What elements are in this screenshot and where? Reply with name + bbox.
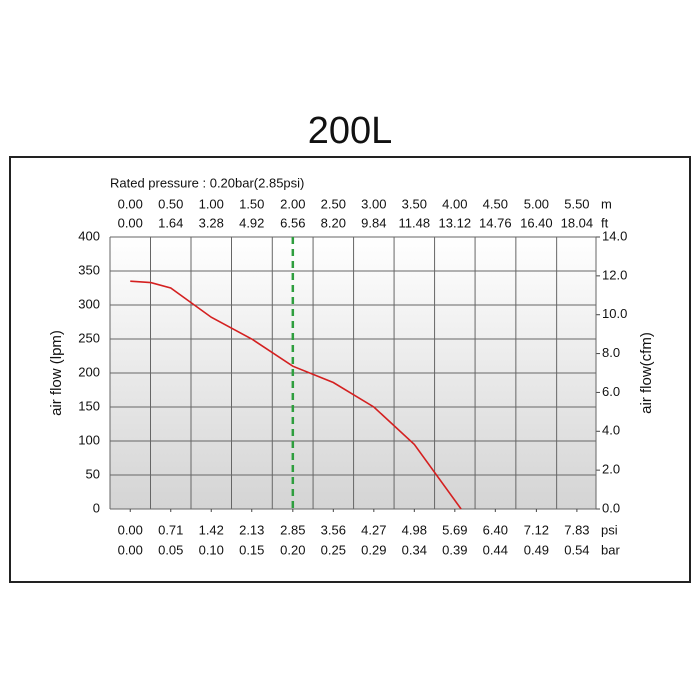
y-tick-label: 350 <box>78 262 100 277</box>
top-axis-label: 13.12 <box>439 215 472 230</box>
top-axis-label: 6.56 <box>280 215 305 230</box>
top-axis-label: 14.76 <box>479 215 512 230</box>
bottom-axis-label: 0.05 <box>158 542 183 557</box>
x-tick-label: 2.13 <box>239 522 264 537</box>
top-axis-label: 9.84 <box>361 215 386 230</box>
top-axis-label: 4.00 <box>442 196 467 211</box>
x-tick-label: 7.83 <box>564 522 589 537</box>
y-tick-label: 150 <box>78 398 100 413</box>
y-tick-label: 50 <box>86 466 100 481</box>
x-tick-label: 0.00 <box>118 522 143 537</box>
top-axis-label: 3.00 <box>361 196 386 211</box>
y2-tick-label: 2.0 <box>602 462 620 477</box>
y2-axis-title: air flow(cfm) <box>638 332 655 414</box>
bottom-axis-label: 0.20 <box>280 542 305 557</box>
x-tick-label: 7.12 <box>524 522 549 537</box>
top-axis-label: 8.20 <box>321 215 346 230</box>
top-axis-label: 3.50 <box>402 196 427 211</box>
top-axis-label: 5.00 <box>524 196 549 211</box>
top-axis-label: 0.00 <box>118 215 143 230</box>
bottom-axis-label: 0.54 <box>564 542 589 557</box>
axis-unit: m <box>601 196 612 211</box>
y2-tick-label: 8.0 <box>602 345 620 360</box>
bottom-axis-label: 0.15 <box>239 542 264 557</box>
x-tick-label: 3.56 <box>321 522 346 537</box>
bottom-axis-label: 0.25 <box>321 542 346 557</box>
top-axis-label: 0.50 <box>158 196 183 211</box>
x-unit: psi <box>601 522 618 537</box>
y-tick-label: 400 <box>78 228 100 243</box>
x-tick-label: 6.40 <box>483 522 508 537</box>
y2-tick-label: 0.0 <box>602 500 620 515</box>
top-axis-label: 1.00 <box>199 196 224 211</box>
y-tick-label: 300 <box>78 296 100 311</box>
axis-unit: ft <box>601 215 609 230</box>
x-tick-label: 2.85 <box>280 522 305 537</box>
top-axis-label: 11.48 <box>399 215 431 230</box>
top-axis-label: 1.64 <box>158 215 183 230</box>
top-axis-label: 3.28 <box>199 215 224 230</box>
y-tick-label: 0 <box>93 500 100 515</box>
x-tick-label: 1.42 <box>199 522 224 537</box>
top-axis-label: 4.50 <box>483 196 508 211</box>
flow-curve <box>130 280 462 510</box>
x-tick-label: 0.71 <box>158 522 183 537</box>
y-tick-label: 250 <box>78 330 100 345</box>
y-tick-label: 100 <box>78 432 100 447</box>
top-axis-label: 16.40 <box>520 215 553 230</box>
y2-tick-label: 10.0 <box>602 306 627 321</box>
y2-tick-label: 14.0 <box>602 228 627 243</box>
top-axis-label: 5.50 <box>564 196 589 211</box>
bottom-axis-label: 0.00 <box>118 542 143 557</box>
bottom-axis-label: 0.49 <box>524 542 549 557</box>
bottom-axis-label: 0.29 <box>361 542 386 557</box>
x-tick-label: 5.69 <box>442 522 467 537</box>
bottom-axis-label: 0.34 <box>402 542 427 557</box>
chart-title: 200L <box>308 110 393 152</box>
y-tick-label: 200 <box>78 364 100 379</box>
y2-tick-label: 4.0 <box>602 423 620 438</box>
bottom-axis-label: 0.10 <box>199 542 224 557</box>
x-tick-label: 4.98 <box>402 522 427 537</box>
y2-tick-label: 6.0 <box>602 384 620 399</box>
y-axis-title: air flow (lpm) <box>48 330 65 416</box>
frame <box>9 156 691 583</box>
bottom-axis-label: 0.44 <box>483 542 508 557</box>
y2-tick-label: 12.0 <box>602 267 627 282</box>
top-axis-label: 0.00 <box>118 196 143 211</box>
subtitle: Rated pressure : 0.20bar(2.85psi) <box>110 175 304 190</box>
top-axis-label: 2.00 <box>280 196 305 211</box>
top-axis-label: 18.04 <box>561 215 594 230</box>
top-axis-label: 1.50 <box>239 196 264 211</box>
top-axis-label: 2.50 <box>321 196 346 211</box>
x-tick-label: 4.27 <box>361 522 386 537</box>
top-axis-label: 4.92 <box>239 215 264 230</box>
axis-unit: bar <box>601 542 620 557</box>
bottom-axis-label: 0.39 <box>442 542 467 557</box>
